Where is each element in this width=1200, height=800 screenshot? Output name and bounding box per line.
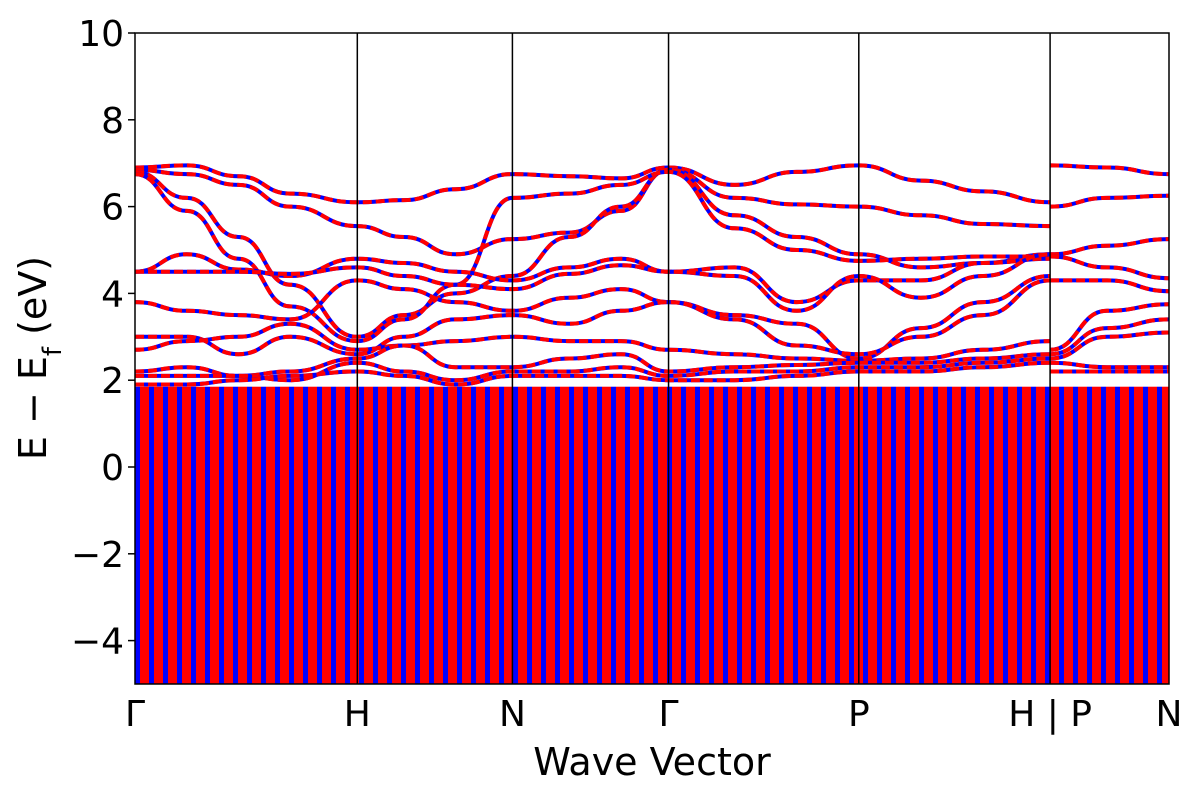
band-line-2-spin-b	[135, 167, 1051, 339]
x-axis-label: Wave Vector	[533, 740, 771, 784]
band-line-8-spin-b	[135, 321, 1051, 363]
band-line-12-spin-b	[1050, 163, 1169, 177]
y-tick-label-1: 8	[101, 101, 124, 142]
x-axis-ticks: Γ H N Γ P H | P N	[125, 694, 1183, 735]
band-line-3-spin-b	[135, 169, 1051, 344]
band-line-9-spin-b	[135, 343, 1051, 378]
x-tick-label-6: N	[1156, 694, 1183, 735]
band-line-6-spin-b	[135, 274, 1051, 361]
band-line-1-spin-a	[135, 167, 1051, 257]
band-line-20-spin-b	[1050, 360, 1169, 370]
y-tick-label-4: 2	[101, 361, 124, 402]
y-tick-label-0: 10	[78, 14, 124, 55]
band-line-16-spin-b	[1050, 278, 1169, 294]
y-axis-label-unit: (eV)	[11, 256, 55, 347]
kpoint-lines	[356, 33, 1051, 684]
dense-band-region	[135, 386, 1169, 684]
band-line-14-spin-b	[1050, 237, 1169, 257]
band-line-19-spin-b	[1050, 330, 1169, 361]
bands-layer	[135, 163, 1169, 387]
band-line-7-spin-b	[135, 278, 1051, 357]
y-axis-label-main: E − E	[11, 356, 55, 460]
y-axis-ticks: 10 8 6 4 2 0 −2 −4	[71, 14, 135, 663]
y-tick-label-2: 6	[101, 188, 124, 229]
plot-area	[135, 163, 1169, 684]
band-line-11-spin-b	[135, 360, 1051, 387]
x-tick-label-4: P	[848, 694, 870, 735]
x-tick-label-5: H | P	[1008, 694, 1092, 735]
band-line-18-spin-b	[1049, 317, 1169, 357]
band-line-0-spin-a	[135, 163, 1051, 205]
band-line-15-spin-b	[1050, 254, 1169, 281]
band-line-13-spin-b	[1050, 193, 1169, 209]
band-line-5-spin-b	[135, 252, 1051, 313]
band-line-10-spin-b	[135, 356, 1051, 383]
x-tick-label-3: Γ	[659, 694, 679, 735]
y-axis-label: E − Ef (eV)	[11, 256, 68, 460]
y-tick-label-6: −2	[71, 535, 124, 576]
y-tick-label-3: 4	[101, 274, 124, 315]
band-line-3-spin-a	[135, 169, 1051, 344]
band-line-1-spin-b	[135, 167, 1051, 257]
y-tick-label-7: −4	[71, 622, 124, 663]
y-axis-label-subscript: f	[38, 346, 68, 356]
x-tick-label-0: Γ	[125, 694, 145, 735]
y-tick-label-5: 0	[101, 448, 124, 489]
x-tick-label-2: N	[499, 694, 526, 735]
band-line-17-spin-b	[1049, 302, 1169, 352]
plot-frame	[134, 32, 1170, 685]
x-tick-label-1: H	[344, 694, 371, 735]
band-line-2-spin-a	[135, 167, 1051, 339]
band-line-0-spin-b	[135, 163, 1051, 205]
